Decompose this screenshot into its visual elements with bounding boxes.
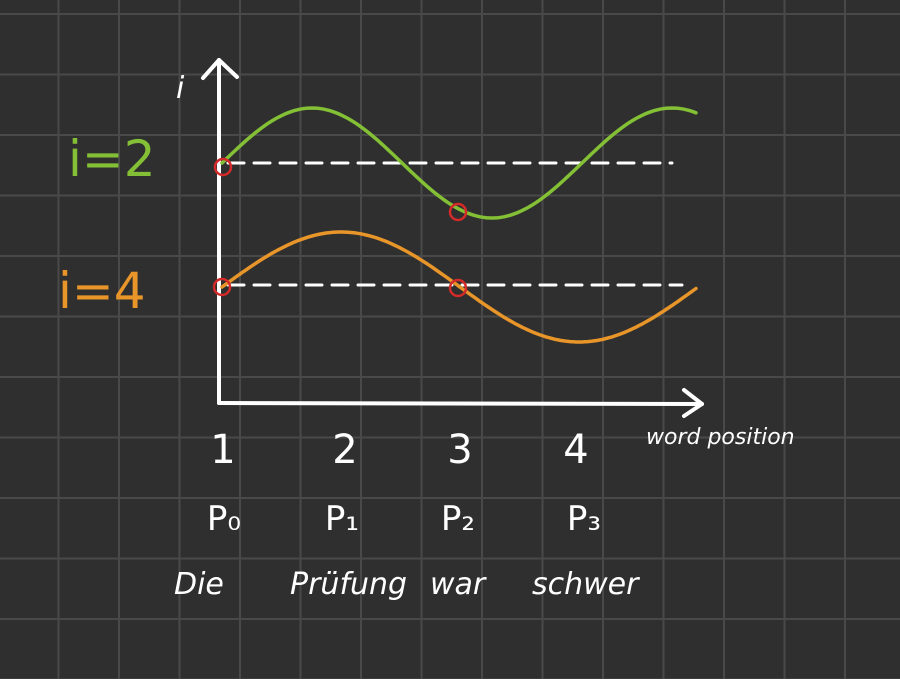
x-axis (217, 401, 704, 406)
encoding-p1: P₁ (325, 499, 359, 539)
y-axis-arrowhead (201, 58, 239, 80)
y-axis-label: i (176, 71, 185, 106)
marker-i2-pos3 (448, 202, 468, 222)
word-schwer: schwer (532, 567, 640, 602)
x-axis-label: word position (646, 425, 795, 450)
word-pruefung: Prüfung (290, 567, 407, 602)
sine-curve-i4 (220, 230, 698, 344)
curve-label-i2: i=2 (68, 130, 156, 188)
position-number-4: 4 (563, 427, 588, 473)
marker-i4-pos1 (212, 277, 232, 297)
markers (212, 157, 468, 298)
word-die: Die (174, 567, 224, 602)
encoding-p3: P₃ (567, 499, 601, 539)
position-number-3: 3 (447, 427, 472, 473)
sine-curve-i2 (220, 106, 698, 220)
x-axis-arrowhead (682, 388, 704, 418)
marker-i4-pos3 (448, 278, 468, 298)
axes (201, 58, 704, 418)
position-number-1: 1 (210, 427, 235, 473)
position-number-2: 2 (332, 427, 357, 473)
encoding-p2: P₂ (441, 499, 475, 539)
marker-i2-pos1 (213, 157, 233, 177)
word-war: war (430, 567, 487, 602)
curve-label-i4: i=4 (58, 262, 146, 320)
encoding-p0: P₀ (207, 499, 241, 539)
